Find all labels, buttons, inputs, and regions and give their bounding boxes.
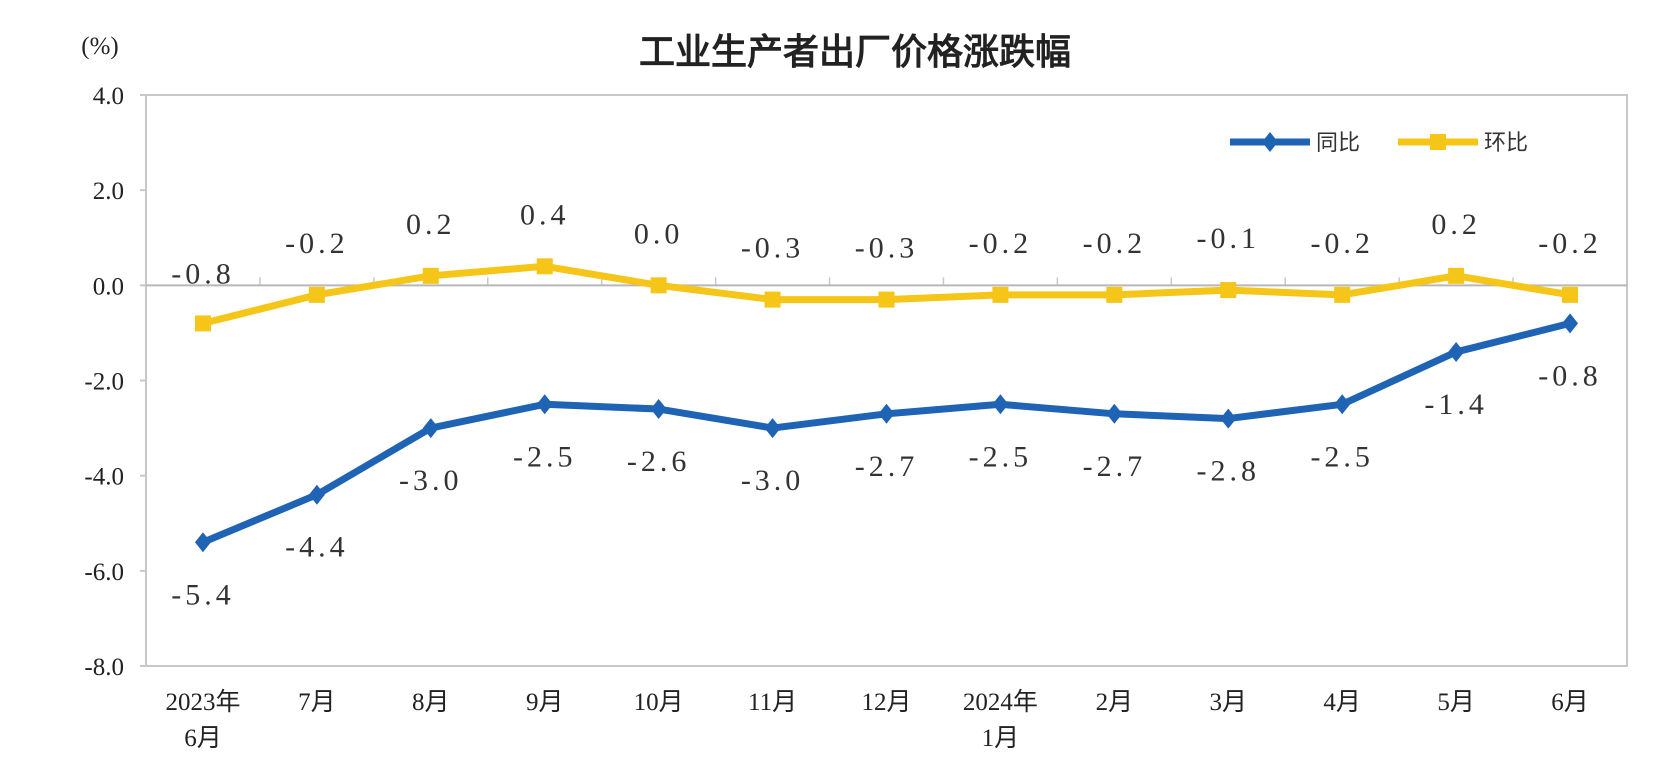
- data-label: -0.2: [1310, 227, 1374, 260]
- data-label: -2.7: [1083, 450, 1147, 483]
- data-label: -3.0: [741, 464, 805, 497]
- data-label: -2.5: [969, 440, 1033, 473]
- x-tick-label: 9月: [526, 689, 564, 716]
- data-point-square: [536, 258, 553, 275]
- chart-title: 工业生产者出厂价格涨跌幅: [639, 32, 1071, 73]
- x-tick-label: 4月: [1323, 689, 1361, 716]
- legend-label: 环比: [1484, 131, 1528, 156]
- series-mom: -0.8 -0.2 0.2 0.4 0.0 -0.3 -0.3 -0.2 -0.2 -0.1 -0.…: [171, 198, 1602, 332]
- y-axis-unit: (%): [81, 33, 118, 60]
- data-point-square: [1448, 267, 1465, 284]
- series-yoy: -5.4 -4.4 -3.0 -2.5 -2.6 -3.0 -2.7 -2.5 -2.7 -2.8…: [171, 313, 1602, 611]
- data-point-square: [992, 286, 1009, 303]
- data-point-diamond: [1448, 341, 1465, 362]
- data-label: -0.2: [285, 227, 349, 260]
- data-point-square: [650, 277, 667, 294]
- y-tick-label: -2.0: [84, 369, 124, 396]
- y-tick-label: 4.0: [93, 83, 124, 110]
- data-point-square: [878, 291, 895, 308]
- data-label: -2.8: [1197, 455, 1261, 488]
- data-point-diamond: [1334, 394, 1351, 415]
- x-tick-label: 1月: [982, 725, 1020, 752]
- x-tick-label: 12月: [861, 689, 911, 716]
- data-label: -0.1: [1197, 222, 1261, 255]
- legend-diamond-icon: [1262, 132, 1278, 152]
- x-tick-label: 3月: [1210, 689, 1248, 716]
- y-tick-label: 0.0: [93, 273, 124, 300]
- plot-area: [145, 94, 1628, 667]
- data-label: -0.2: [1083, 227, 1147, 260]
- data-label: -0.8: [171, 257, 235, 290]
- data-label: -0.3: [741, 232, 805, 265]
- data-point-square: [422, 267, 439, 284]
- data-point-diamond: [1562, 313, 1579, 334]
- data-label: -0.3: [855, 232, 919, 265]
- data-label: 0.0: [634, 217, 684, 250]
- data-label: -0.8: [1538, 359, 1602, 392]
- x-tick-label: 5月: [1437, 689, 1475, 716]
- x-tick-label: 2月: [1096, 689, 1134, 716]
- legend-label: 同比: [1316, 131, 1360, 156]
- data-label: 0.4: [520, 198, 570, 231]
- data-label: -1.4: [1424, 388, 1488, 421]
- data-point-square: [1334, 286, 1351, 303]
- x-tick-label: 8月: [412, 689, 450, 716]
- data-label: -2.5: [513, 440, 577, 473]
- data-point-diamond: [422, 418, 439, 439]
- x-tick-label: 7月: [298, 689, 336, 716]
- data-label: -2.7: [855, 450, 919, 483]
- data-point-diamond: [878, 403, 895, 424]
- data-point-square: [1220, 282, 1237, 299]
- y-tick-label: -6.0: [84, 559, 124, 586]
- y-tick-label: -8.0: [84, 654, 124, 681]
- data-point-diamond: [308, 484, 325, 505]
- data-point-diamond: [536, 394, 553, 415]
- x-tick-label: 6月: [1551, 689, 1589, 716]
- data-point-diamond: [1106, 403, 1123, 424]
- data-point-diamond: [194, 532, 211, 553]
- data-point-diamond: [1220, 408, 1237, 429]
- data-label: -2.5: [1310, 440, 1374, 473]
- y-tick-label: 2.0: [93, 178, 124, 205]
- data-point-square: [1562, 286, 1579, 303]
- x-tick-label: 11月: [748, 689, 797, 716]
- data-label: -5.4: [171, 578, 235, 611]
- data-label: -2.6: [627, 445, 691, 478]
- data-point-square: [194, 315, 211, 332]
- data-label: -4.4: [285, 531, 349, 564]
- data-label: -0.2: [969, 227, 1033, 260]
- x-tick-label: 10月: [634, 689, 684, 716]
- series-line: [201, 320, 1571, 546]
- legend-square-icon: [1430, 134, 1446, 150]
- data-point-diamond: [650, 399, 667, 420]
- data-point-diamond: [992, 394, 1009, 415]
- data-point-square: [764, 291, 781, 308]
- x-tick-label: 6月: [184, 725, 222, 752]
- data-point-diamond: [764, 418, 781, 439]
- data-label: -3.0: [399, 464, 463, 497]
- x-tick-label: 2023年: [165, 688, 240, 716]
- data-point-square: [308, 286, 325, 303]
- legend: 同比 环比: [1230, 131, 1528, 156]
- y-tick-label: -4.0: [84, 464, 124, 491]
- data-label: -0.2: [1538, 227, 1602, 260]
- data-label: 0.2: [406, 208, 456, 241]
- data-point-square: [1106, 286, 1123, 303]
- data-label: 0.2: [1431, 208, 1481, 241]
- x-tick-label: 2024年: [963, 688, 1038, 716]
